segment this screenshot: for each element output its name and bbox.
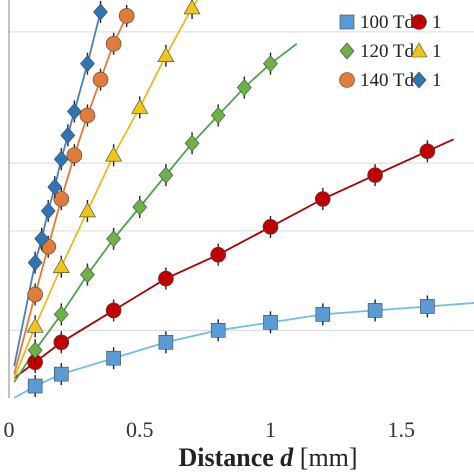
data-point-3-6	[183, 0, 201, 15]
data-point-2-9	[263, 55, 278, 73]
data-point-2-6	[184, 134, 200, 152]
data-point-2-1	[53, 305, 69, 323]
data-point-3-1	[52, 258, 70, 273]
legend-label-3: 1	[432, 41, 442, 62]
data-point-2-5	[158, 166, 174, 184]
legend-marker-2	[339, 42, 355, 60]
legend-marker-5	[411, 71, 427, 89]
data-point-3-4	[131, 98, 149, 114]
data-point-2-3	[106, 230, 121, 248]
data-point-0-7	[367, 303, 383, 318]
x-tick-label-0: 0	[4, 417, 15, 442]
data-point-1-1	[53, 334, 70, 351]
data-point-3-3	[105, 146, 123, 162]
data-point-3-5	[157, 47, 175, 63]
data-point-4-4	[79, 107, 96, 124]
data-point-2-7	[210, 106, 226, 124]
data-point-1-2	[105, 302, 122, 319]
data-point-5-7	[80, 55, 95, 73]
data-point-2-4	[132, 198, 148, 216]
data-point-5-8	[93, 3, 108, 21]
data-point-0-4	[210, 323, 226, 338]
legend-marker-0	[339, 14, 355, 30]
x-axis-label-prefix: Distance	[178, 443, 280, 472]
data-point-4-3	[66, 147, 83, 164]
fit-line-series-1	[13, 138, 454, 379]
fit-line-series-2	[13, 43, 298, 383]
legend-marker-1	[411, 14, 427, 30]
data-point-3-0	[26, 317, 44, 333]
data-point-0-8	[420, 299, 435, 314]
x-axis-label: Distance d [mm]	[178, 443, 357, 472]
data-point-4-0	[27, 286, 43, 303]
data-point-1-6	[314, 191, 331, 207]
data-point-0-5	[263, 315, 278, 330]
x-tick-label-2: 1	[265, 417, 276, 442]
legend: 100 Td 1 120 Td 1 140 Td 1	[339, 12, 442, 91]
fit-line-series-5	[13, 11, 102, 367]
data-markers	[26, 0, 436, 398]
legend-label-5: 1	[432, 70, 442, 91]
data-point-0-0	[27, 378, 43, 394]
data-point-5-2	[40, 202, 56, 220]
fit-line-series-0	[13, 302, 474, 399]
data-point-0-1	[53, 366, 69, 382]
data-point-5-3	[47, 178, 63, 196]
data-point-5-0	[27, 254, 43, 272]
legend-label-0: 100 Td	[360, 12, 415, 33]
legend-label-2: 120 Td	[360, 41, 415, 62]
grid-lines	[9, 31, 474, 331]
x-tick-label-1: 0.5	[126, 417, 154, 442]
legend-marker-3	[410, 42, 428, 58]
data-point-1-7	[367, 167, 383, 183]
data-point-0-6	[315, 307, 331, 322]
data-point-2-8	[236, 79, 252, 97]
legend-label-1: 1	[432, 12, 442, 33]
legend-label-4: 140 Td	[360, 70, 415, 91]
x-tick-label-3: 1.5	[388, 417, 416, 442]
data-point-2-0	[27, 341, 43, 359]
data-point-5-1	[34, 230, 50, 248]
data-point-0-2	[106, 350, 121, 366]
data-point-3-2	[78, 202, 96, 218]
data-point-4-5	[92, 71, 109, 88]
data-point-5-5	[60, 126, 76, 144]
data-point-1-4	[210, 246, 226, 263]
data-point-4-7	[118, 8, 135, 24]
x-axis-label-unit: [mm]	[293, 443, 357, 472]
data-point-4-2	[53, 191, 70, 207]
data-point-5-6	[66, 102, 82, 120]
data-point-1-8	[419, 143, 436, 160]
legend-marker-4	[339, 72, 355, 88]
data-point-2-2	[80, 266, 95, 284]
data-point-0-3	[158, 334, 174, 350]
data-point-1-5	[262, 219, 279, 235]
data-point-5-4	[53, 150, 69, 168]
x-tick-labels: 0 0.5 1 1.5	[4, 417, 416, 442]
x-axis-label-var: d	[280, 443, 294, 472]
data-point-4-6	[105, 35, 122, 52]
data-point-1-3	[158, 270, 174, 287]
fit-line-series-4	[13, 15, 128, 375]
